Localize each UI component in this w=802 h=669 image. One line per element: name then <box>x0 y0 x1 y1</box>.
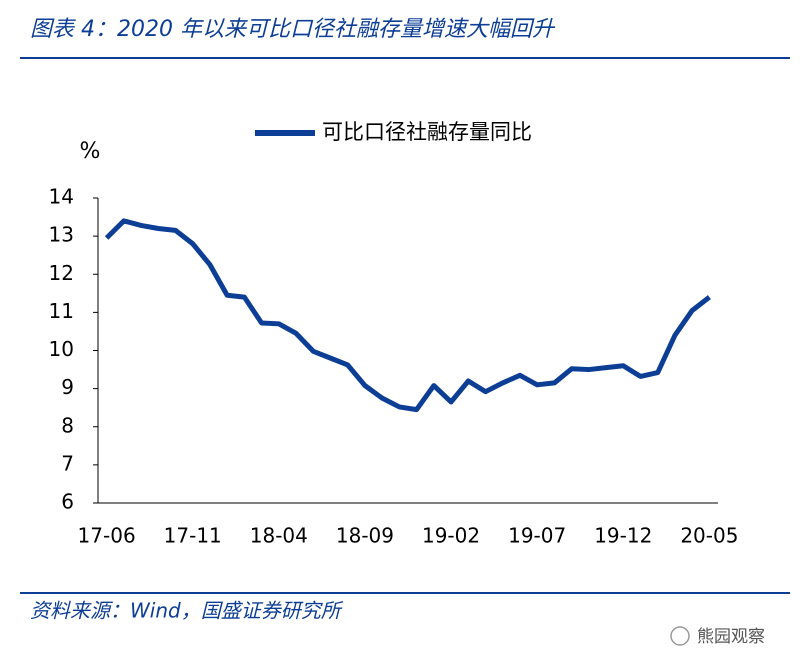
y-tick-label: 13 <box>49 223 74 247</box>
legend-label: 可比口径社融存量同比 <box>322 120 532 144</box>
y-tick-label: 8 <box>61 413 74 437</box>
x-tick-label: 18-04 <box>250 524 308 548</box>
x-tick-label: 18-09 <box>336 524 394 548</box>
x-tick-label: 17-06 <box>78 524 136 548</box>
x-tick-label: 19-07 <box>508 524 566 548</box>
y-tick-label: 10 <box>49 337 74 361</box>
page-title: 图表 4：2020 年以来可比口径社融存量增速大幅回升 <box>30 17 556 42</box>
x-tick-label: 19-12 <box>594 524 652 548</box>
source-note: 资料来源：Wind，国盛证券研究所 <box>30 599 344 623</box>
y-tick-label: 12 <box>49 261 74 285</box>
y-tick-label: 6 <box>61 490 74 514</box>
series-line <box>104 218 711 413</box>
x-tick-label: 17-11 <box>164 524 222 548</box>
y-unit: % <box>80 139 101 164</box>
watermark: 熊园观察 <box>697 627 765 647</box>
y-tick-label: 14 <box>49 185 74 209</box>
x-tick-label: 19-02 <box>422 524 480 548</box>
y-tick-label: 7 <box>61 451 74 475</box>
y-tick-label: 11 <box>49 299 74 323</box>
y-tick-label: 9 <box>61 375 74 399</box>
watermark-icon <box>670 626 690 646</box>
x-tick-label: 20-05 <box>680 524 738 548</box>
